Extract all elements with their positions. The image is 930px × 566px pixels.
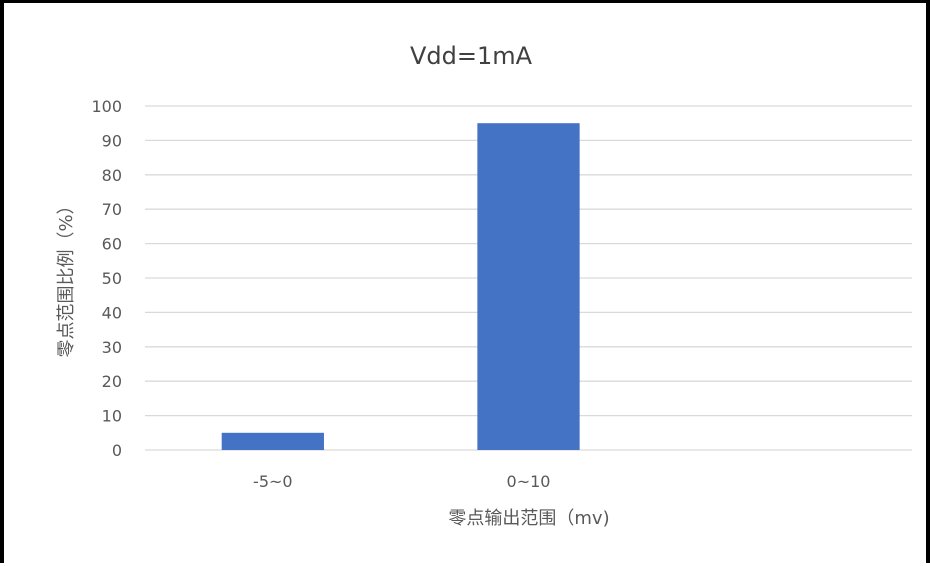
y-tick-label: 100 (91, 97, 122, 116)
y-tick-label: 40 (102, 303, 122, 322)
y-tick-label: 10 (102, 407, 122, 426)
x-tick-label: 0~10 (507, 472, 551, 491)
y-tick-labels: 0 10 20 30 40 50 60 70 80 90 100 (91, 97, 122, 460)
y-tick-label: 30 (102, 338, 122, 357)
chart-title: Vdd=1mA (410, 42, 533, 70)
bar (477, 123, 580, 450)
bar (221, 432, 324, 450)
bars (221, 123, 580, 450)
y-axis-title: 零点范围比例（%） (56, 196, 77, 357)
x-tick-labels: -5~0 0~10 (253, 472, 550, 491)
y-tick-label: 50 (102, 269, 122, 288)
y-tick-label: 90 (102, 131, 122, 150)
y-tick-label: 20 (102, 372, 122, 391)
x-tick-label: -5~0 (253, 472, 293, 491)
y-tick-label: 70 (102, 200, 122, 219)
y-tick-label: 60 (102, 235, 122, 254)
y-tick-label: 0 (112, 441, 122, 460)
y-tick-label: 80 (102, 166, 122, 185)
x-axis-title: 零点输出范围（mv) (448, 508, 609, 529)
